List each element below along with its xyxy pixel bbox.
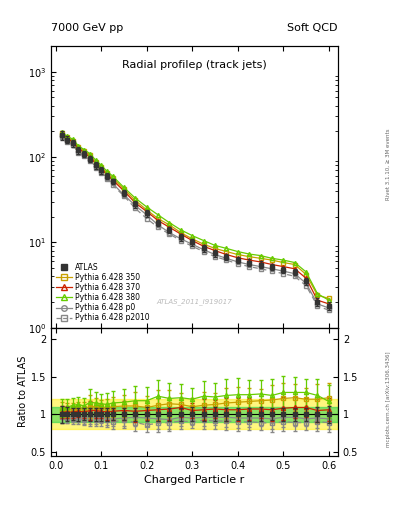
Text: 7000 GeV pp: 7000 GeV pp bbox=[51, 23, 123, 33]
Text: mcplots.cern.ch [arXiv:1306.3436]: mcplots.cern.ch [arXiv:1306.3436] bbox=[386, 352, 391, 447]
Y-axis label: Ratio to ATLAS: Ratio to ATLAS bbox=[18, 356, 28, 428]
Text: Rivet 3.1.10, ≥ 3M events: Rivet 3.1.10, ≥ 3M events bbox=[386, 128, 391, 200]
Bar bbox=[51, 407, 338, 422]
X-axis label: Charged Particle r: Charged Particle r bbox=[144, 475, 245, 485]
Text: Radial profileρ (track jets): Radial profileρ (track jets) bbox=[122, 60, 267, 70]
Text: ATLAS_2011_I919017: ATLAS_2011_I919017 bbox=[157, 298, 232, 305]
Text: Soft QCD: Soft QCD bbox=[288, 23, 338, 33]
Bar bbox=[51, 399, 338, 430]
Legend: ATLAS, Pythia 6.428 350, Pythia 6.428 370, Pythia 6.428 380, Pythia 6.428 p0, Py: ATLAS, Pythia 6.428 350, Pythia 6.428 37… bbox=[55, 261, 151, 324]
